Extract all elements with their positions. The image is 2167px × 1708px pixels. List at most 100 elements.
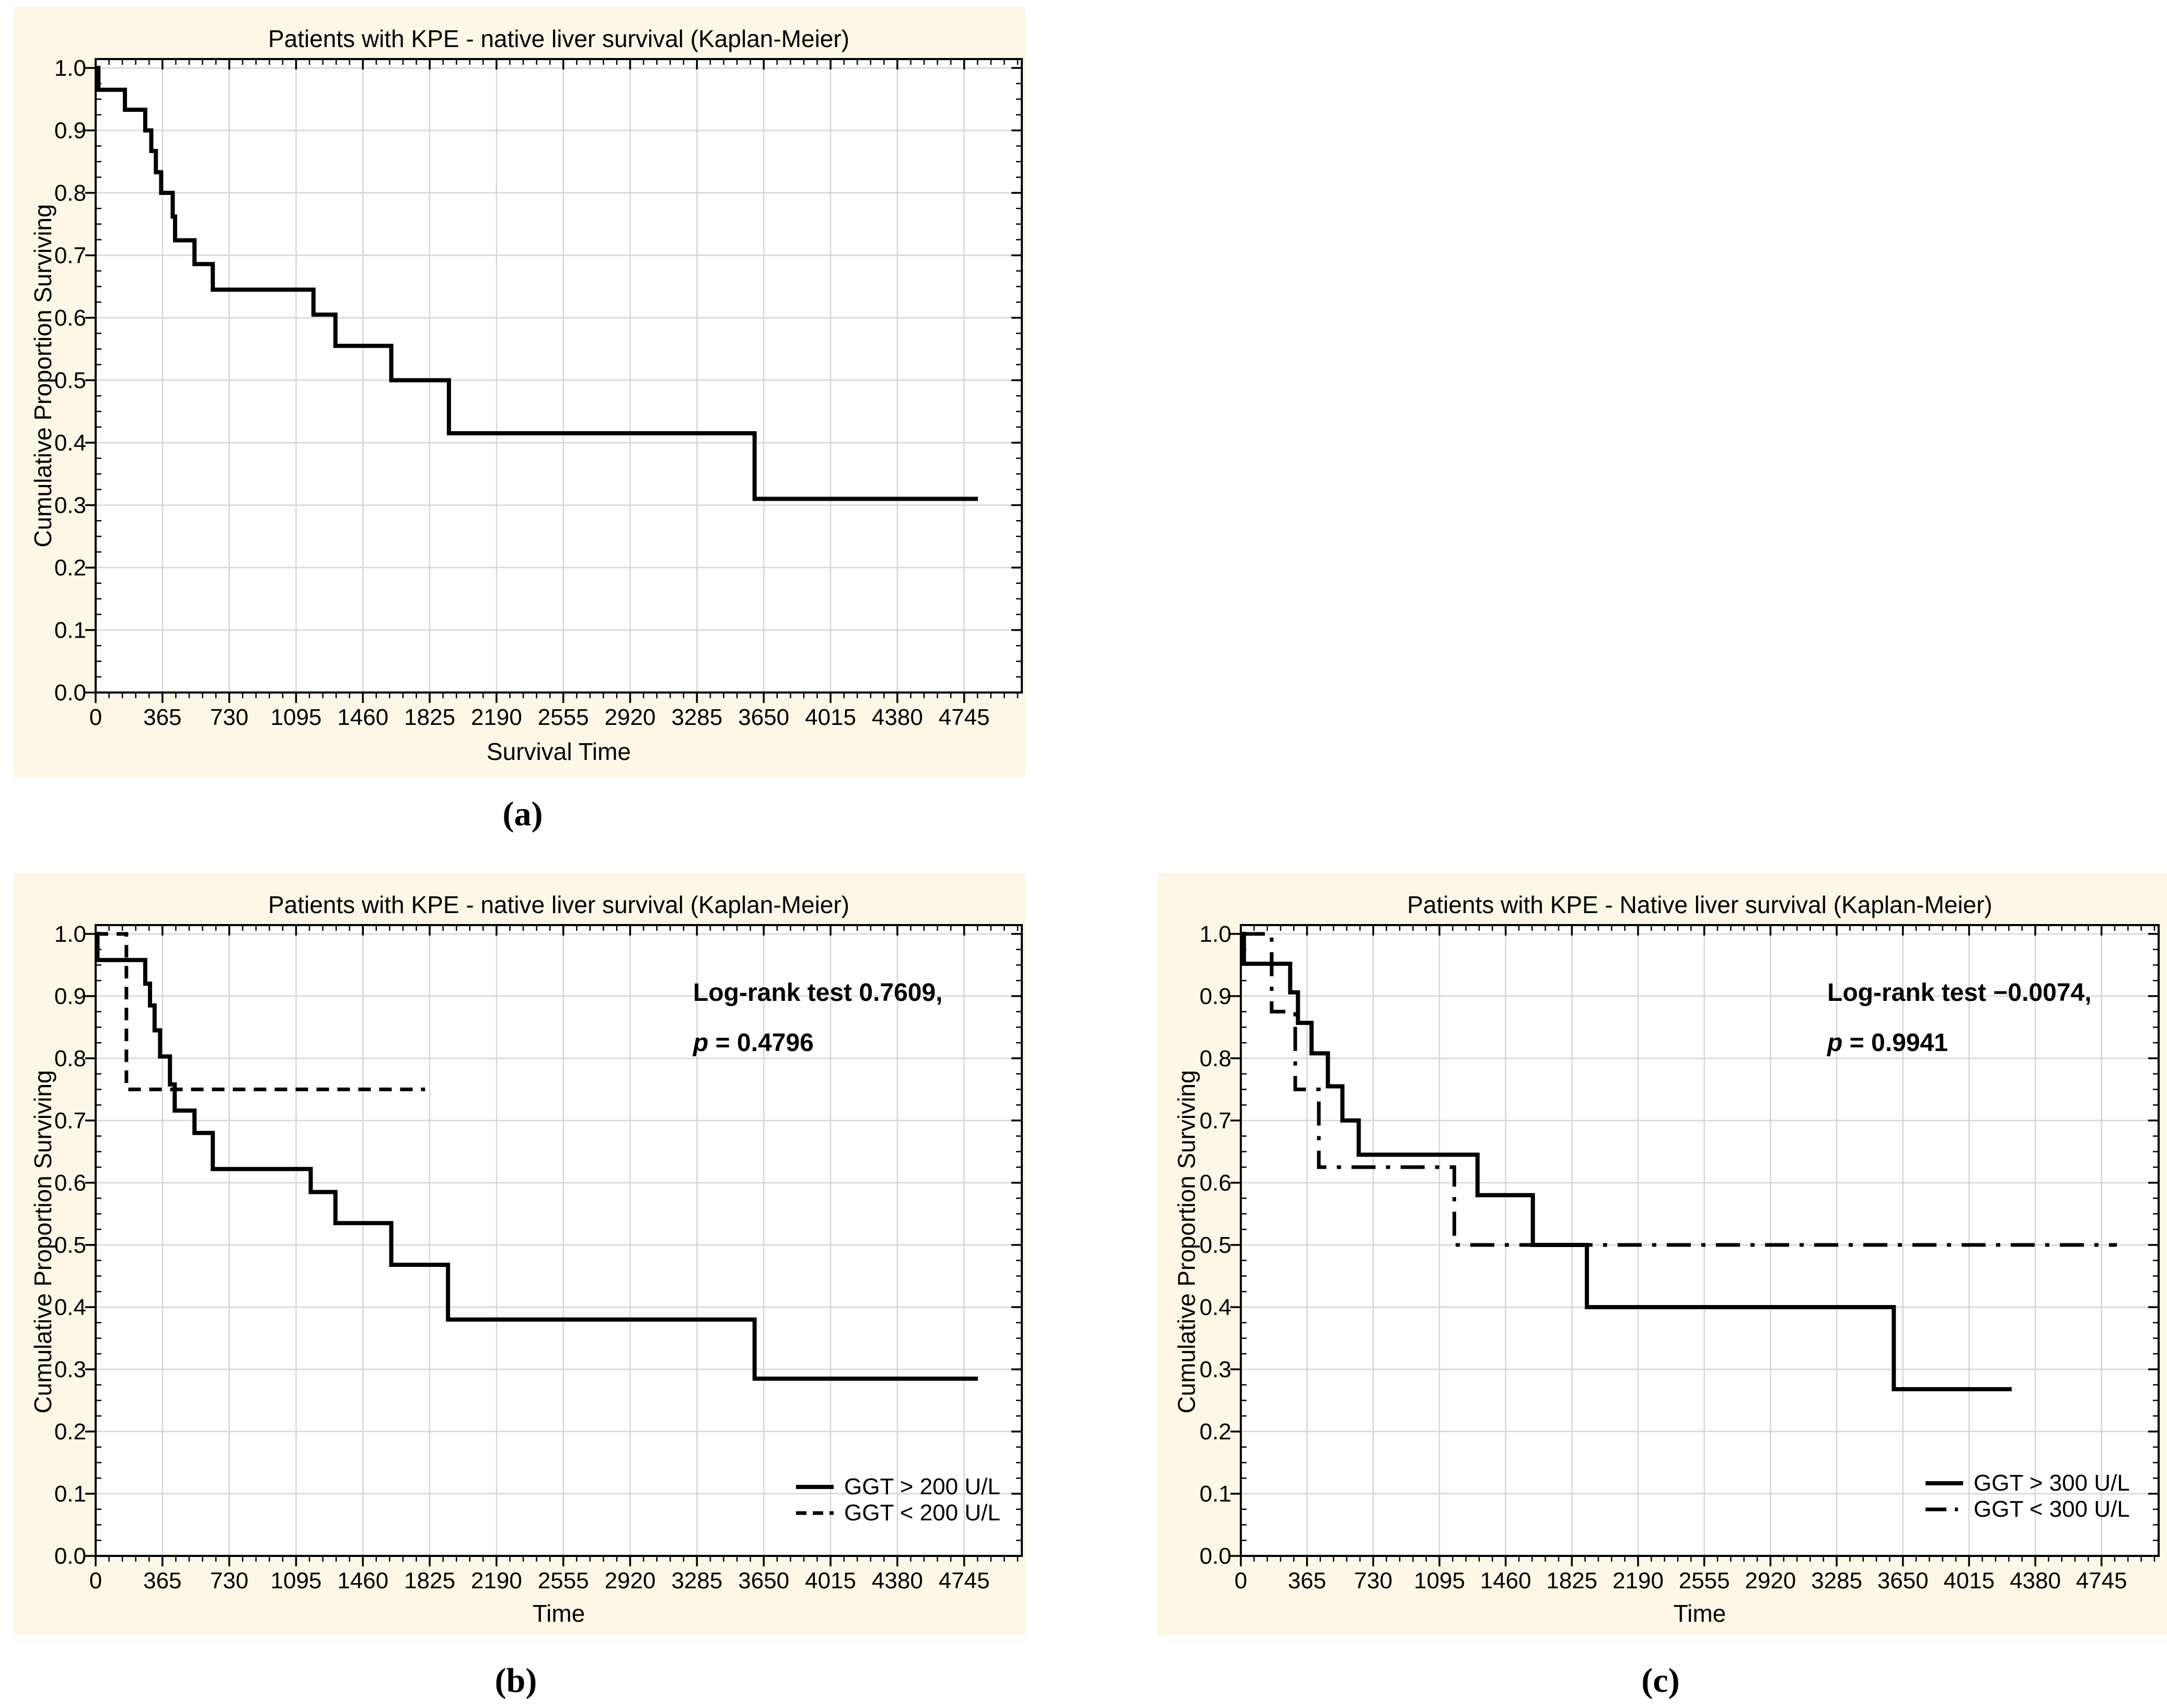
svg-text:0.0: 0.0 [1200,1543,1231,1569]
svg-text:0.8: 0.8 [54,1046,86,1071]
logrank-annotation-b: Log-rank test 0.7609, p = 0.4796 [693,968,943,1068]
svg-text:0.2: 0.2 [54,555,86,581]
svg-text:2555: 2555 [538,1568,589,1594]
gridlines [1241,925,2159,1556]
dashdot-line-sample-icon [1926,1507,1963,1511]
svg-text:730: 730 [210,705,248,730]
svg-text:0.3: 0.3 [1200,1357,1231,1382]
legend-c: GGT > 300 U/L GGT < 300 U/L [1924,1470,2130,1522]
km-chart-a: 0 365 730 1095 1460 1825 2190 2555 2920 3285 3650 4… [54,55,1023,730]
legend-entry-solid-c: GGT > 300 U/L [1924,1470,2130,1496]
svg-text:1095: 1095 [271,1568,322,1594]
p-symbol-b: p [693,1029,709,1057]
x-tick-labels: 0 365 730 1095 1460 1825 2190 2555 2920 3285 3650 4… [89,705,990,730]
svg-text:0.8: 0.8 [1200,1046,1231,1071]
svg-text:2190: 2190 [471,705,522,730]
plot-area [1241,925,2159,1556]
legend-b: GGT > 200 U/L GGT < 200 U/L [795,1474,1000,1526]
p-value-b: = 0.4796 [708,1029,814,1057]
panel-label-a: (a) [502,795,543,833]
svg-text:1460: 1460 [337,1568,388,1594]
svg-text:4380: 4380 [872,1568,923,1594]
logrank-line2-b: p = 0.4796 [693,1018,943,1068]
legend-entry-solid-b: GGT > 200 U/L [795,1474,1000,1499]
svg-text:0.1: 0.1 [54,617,86,643]
svg-text:1825: 1825 [1546,1568,1597,1594]
logrank-annotation-c: Log-rank test −0.0074, p = 0.9941 [1827,968,2092,1068]
legend-label: GGT > 200 U/L [844,1474,1000,1499]
svg-text:1.0: 1.0 [54,55,86,81]
svg-text:0.9: 0.9 [54,984,86,1009]
svg-text:0.7: 0.7 [1200,1108,1231,1134]
svg-text:3285: 3285 [1811,1568,1862,1594]
svg-text:0.2: 0.2 [1200,1419,1231,1445]
svg-text:4015: 4015 [805,1568,856,1594]
km-curve-solid [96,65,978,501]
svg-text:2555: 2555 [538,705,589,730]
logrank-line1-c: Log-rank test −0.0074, [1827,979,2092,1007]
logrank-line1-b: Log-rank test 0.7609, [693,979,943,1007]
svg-text:0.5: 0.5 [54,1232,86,1258]
svg-text:2920: 2920 [605,705,656,730]
svg-text:0.6: 0.6 [1200,1170,1231,1196]
svg-text:1825: 1825 [404,705,455,730]
svg-text:0.4: 0.4 [54,1295,86,1320]
plot-area [96,59,1022,693]
y-tick-labels: 0.0 0.1 0.2 0.3 0.4 0.5 0.6 0.7 0.8 0.9 1.0 [1200,921,1231,1569]
plot-border [95,58,1023,694]
p-symbol-c: p [1827,1029,1843,1057]
plot-area [96,925,1022,1556]
y-tick-labels: 0.0 0.1 0.2 0.3 0.4 0.5 0.6 0.7 0.8 0.9 1.0 [54,921,86,1569]
x-axis-title-c: Time [1673,1600,1726,1627]
svg-text:1825: 1825 [404,1568,455,1594]
x-axis-title-a: Survival Time [486,738,631,765]
svg-text:0.5: 0.5 [1200,1232,1231,1258]
svg-text:0.6: 0.6 [54,1170,86,1196]
legend-entry-dashdot-c: GGT < 300 U/L [1924,1496,2130,1522]
svg-text:0.9: 0.9 [1200,984,1231,1009]
gridlines [96,925,1022,1556]
svg-text:0.0: 0.0 [54,1543,86,1569]
svg-text:1.0: 1.0 [54,921,86,947]
svg-text:3650: 3650 [738,705,789,730]
logrank-line2-c: p = 0.9941 [1827,1018,2092,1068]
panel-b: Patients with KPE - native liver surviva… [14,873,1025,1635]
svg-text:0: 0 [89,1568,102,1594]
svg-text:2555: 2555 [1679,1568,1730,1594]
svg-text:0.1: 0.1 [1200,1481,1231,1507]
svg-text:0.6: 0.6 [54,305,86,331]
svg-text:4745: 4745 [2076,1568,2127,1594]
panel-c: Patients with KPE - Native liver surviva… [1157,873,2167,1635]
panel-a: Patients with KPE - native liver surviva… [14,7,1025,778]
legend-label: GGT < 200 U/L [844,1500,1000,1526]
svg-text:2920: 2920 [605,1568,656,1594]
km-curve-solid [95,931,978,1381]
svg-text:0.0: 0.0 [54,680,86,706]
svg-text:0.4: 0.4 [54,430,86,456]
solid-line-sample-icon [796,1485,834,1489]
panel-label-b: (b) [494,1661,537,1700]
km-chart-c: 0 365 730 1095 1460 1825 2190 2555 2920 3285 3650 4… [1200,921,2160,1594]
panel-label-c: (c) [1641,1661,1680,1700]
svg-text:1460: 1460 [1480,1568,1531,1594]
x-axis-title-b: Time [532,1600,585,1627]
svg-text:0: 0 [1235,1568,1247,1594]
svg-text:1460: 1460 [337,705,388,730]
km-curve-dashed [96,932,425,1091]
km-chart-b: 0 365 730 1095 1460 1825 2190 2555 2920 3285 3650 4… [54,921,1023,1594]
svg-text:1095: 1095 [271,705,322,730]
svg-text:3285: 3285 [671,1568,722,1594]
svg-text:365: 365 [143,705,181,730]
legend-label: GGT > 300 U/L [1974,1470,2130,1496]
dashed-line-sample-icon [796,1511,834,1515]
svg-text:365: 365 [1288,1568,1326,1594]
gridlines [96,59,1022,693]
svg-text:0.2: 0.2 [54,1419,86,1445]
svg-text:1095: 1095 [1414,1568,1465,1594]
svg-text:0.7: 0.7 [54,1108,86,1134]
svg-text:4380: 4380 [2010,1568,2061,1594]
plot-border [95,924,1023,1557]
chart-title-b: Patients with KPE - native liver surviva… [268,891,850,918]
x-tick-labels: 0 365 730 1095 1460 1825 2190 2555 2920 3285 3650 4… [1235,1568,2127,1594]
svg-text:3285: 3285 [671,705,722,730]
